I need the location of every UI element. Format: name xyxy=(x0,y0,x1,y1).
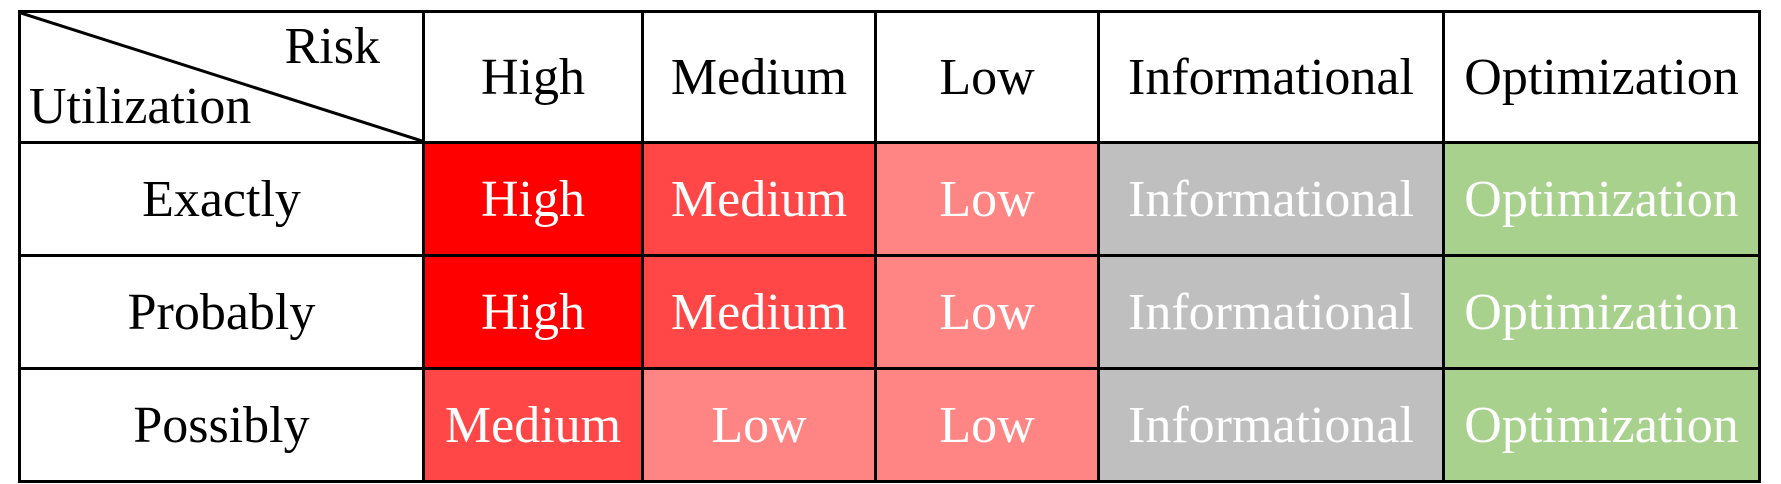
column-axis-label: Risk xyxy=(284,18,380,75)
matrix-cell: Optimization xyxy=(1442,367,1761,483)
row-label: Exactly xyxy=(18,141,425,257)
matrix-cell: Low xyxy=(874,367,1100,483)
matrix-cell: Low xyxy=(874,141,1100,257)
matrix-cell: Low xyxy=(874,254,1100,370)
matrix-cell: High xyxy=(422,254,644,370)
matrix-row-exactly: Exactly High Medium Low Informational Op… xyxy=(18,141,1761,257)
row-axis-label: Utilization xyxy=(29,78,252,135)
column-header-low: Low xyxy=(874,10,1100,144)
row-label: Probably xyxy=(18,254,425,370)
column-header-informational: Informational xyxy=(1097,10,1445,144)
matrix-cell: Optimization xyxy=(1442,141,1761,257)
matrix-cell: High xyxy=(422,141,644,257)
risk-matrix: Risk Utilization High Medium Low Informa… xyxy=(18,10,1761,483)
matrix-row-possibly: Possibly Medium Low Low Informational Op… xyxy=(18,367,1761,483)
corner-cell: Risk Utilization xyxy=(18,10,425,144)
column-header-medium: Medium xyxy=(641,10,877,144)
column-header-high: High xyxy=(422,10,644,144)
row-label: Possibly xyxy=(18,367,425,483)
matrix-cell: Medium xyxy=(641,254,877,370)
matrix-cell: Optimization xyxy=(1442,254,1761,370)
header-row: Risk Utilization High Medium Low Informa… xyxy=(18,10,1761,144)
diagonal-divider xyxy=(21,13,422,141)
matrix-cell: Informational xyxy=(1097,254,1445,370)
matrix-cell: Low xyxy=(641,367,877,483)
matrix-cell: Informational xyxy=(1097,141,1445,257)
matrix-cell: Medium xyxy=(422,367,644,483)
matrix-cell: Informational xyxy=(1097,367,1445,483)
column-header-optimization: Optimization xyxy=(1442,10,1761,144)
matrix-row-probably: Probably High Medium Low Informational O… xyxy=(18,254,1761,370)
matrix-cell: Medium xyxy=(641,141,877,257)
